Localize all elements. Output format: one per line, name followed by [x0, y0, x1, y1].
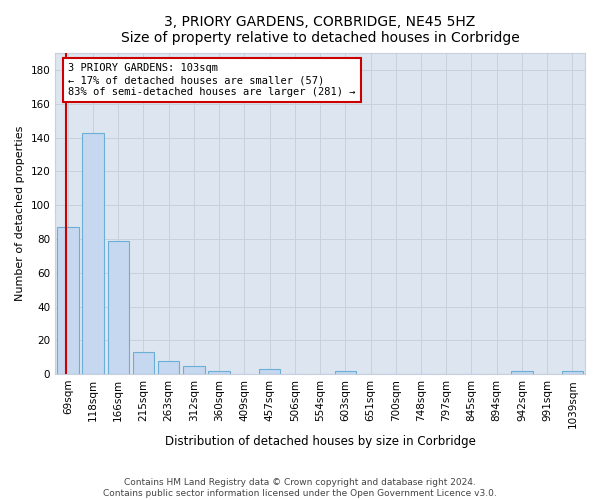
Bar — [133, 352, 154, 374]
Bar — [107, 240, 129, 374]
X-axis label: Distribution of detached houses by size in Corbridge: Distribution of detached houses by size … — [164, 434, 476, 448]
Bar — [259, 369, 280, 374]
Bar — [511, 370, 533, 374]
Bar — [208, 370, 230, 374]
Bar — [562, 370, 583, 374]
Bar — [57, 227, 79, 374]
Text: Contains HM Land Registry data © Crown copyright and database right 2024.
Contai: Contains HM Land Registry data © Crown c… — [103, 478, 497, 498]
Y-axis label: Number of detached properties: Number of detached properties — [15, 126, 25, 302]
Bar — [335, 370, 356, 374]
Bar — [82, 132, 104, 374]
Title: 3, PRIORY GARDENS, CORBRIDGE, NE45 5HZ
Size of property relative to detached hou: 3, PRIORY GARDENS, CORBRIDGE, NE45 5HZ S… — [121, 15, 520, 45]
Bar — [183, 366, 205, 374]
Text: 3 PRIORY GARDENS: 103sqm
← 17% of detached houses are smaller (57)
83% of semi-d: 3 PRIORY GARDENS: 103sqm ← 17% of detach… — [68, 64, 356, 96]
Bar — [158, 360, 179, 374]
